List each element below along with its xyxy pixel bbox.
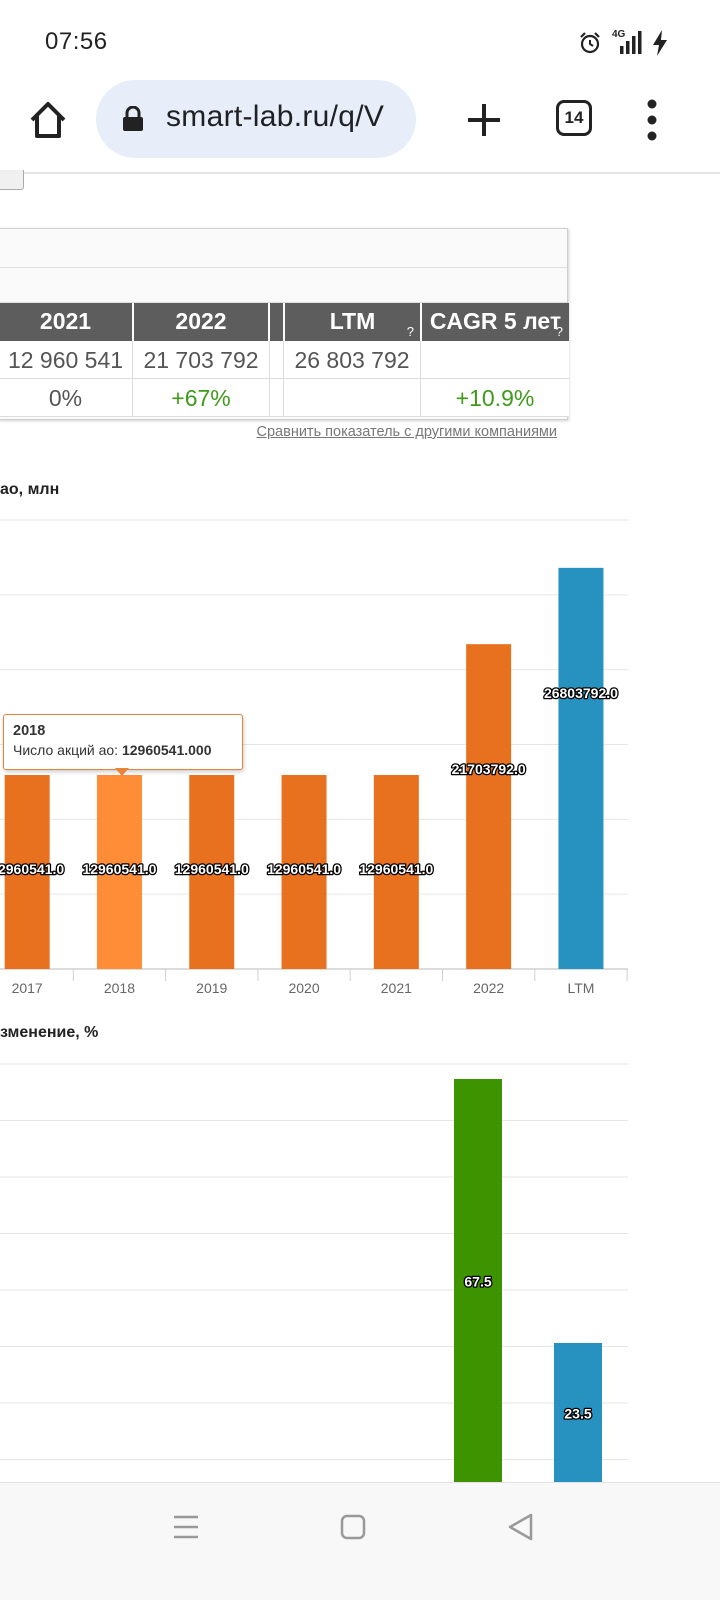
header-2021: 2021: [0, 303, 132, 341]
bar-2018[interactable]: [96, 775, 142, 969]
header-cagr: CAGR 5 лет?: [422, 303, 569, 341]
cell-change-2022: +67%: [133, 379, 270, 417]
cell-change-2021: 0%: [0, 379, 133, 417]
bar-2022[interactable]: [454, 1079, 502, 1484]
status-icons: 4G: [578, 29, 668, 56]
tooltip-body: Число акций ао: 12960541.000: [13, 742, 233, 758]
alarm-icon: [580, 32, 600, 54]
cell-value-2022: 21 703 792: [133, 341, 270, 379]
bar-2020[interactable]: [281, 775, 327, 969]
header-ltm: LTM?: [285, 303, 420, 341]
signal-icon: 4G: [612, 29, 642, 55]
overflow-menu-icon[interactable]: [644, 96, 660, 144]
data-label: 26803792.0: [544, 685, 618, 701]
x-tick-label: 2020: [288, 980, 319, 996]
charging-icon: [653, 30, 667, 56]
tooltip-value: 12960541.000: [121, 742, 212, 758]
tooltip-pointer: [115, 768, 129, 776]
chart1-title: ао, млн: [0, 481, 60, 498]
data-label: 67.5: [464, 1274, 491, 1290]
home-icon[interactable]: [26, 98, 70, 142]
x-tick-label: 2017: [12, 980, 43, 996]
bar-2019[interactable]: [189, 775, 235, 969]
tooltip-year: 2018: [13, 723, 46, 739]
help-mark[interactable]: ?: [406, 324, 414, 339]
cell-value-spacer: [270, 341, 284, 379]
cell-value-2021: 12 960 541: [0, 341, 133, 379]
header-spacer: [270, 303, 283, 341]
data-label: 12960541.0: [0, 861, 64, 877]
x-tick-label: 2019: [196, 980, 227, 996]
data-label: 12960541.0: [82, 861, 156, 877]
address-bar[interactable]: smart-lab.ru/q/V: [96, 80, 416, 158]
cell-value-cagr: [421, 341, 569, 379]
cell-change-spacer: [270, 379, 284, 417]
change-chart: 67.5 23.5: [0, 1063, 628, 1484]
back-nav-icon[interactable]: [506, 1512, 534, 1542]
status-time: 07:56: [45, 28, 108, 55]
bar-2022[interactable]: [466, 644, 512, 969]
chart-tooltip: 2018 Число акций ао: 12960541.000: [3, 714, 243, 770]
x-tick-label: 2022: [473, 980, 504, 996]
tabs-count-button[interactable]: 14: [556, 100, 592, 136]
chart2-title: зменение, %: [0, 1024, 99, 1041]
data-label: 23.5: [564, 1406, 591, 1422]
status-bar: 07:56 4G: [0, 0, 720, 84]
x-tick-label: LTM: [567, 980, 594, 996]
data-label: 21703792.0: [452, 761, 526, 777]
help-mark[interactable]: ?: [555, 324, 563, 339]
recent-apps-icon[interactable]: [172, 1514, 200, 1540]
header-2022: 2022: [134, 303, 268, 341]
table-empty-row: [0, 268, 567, 303]
url-text: smart-lab.ru/q/V: [166, 100, 385, 133]
data-label: 12960541.0: [359, 861, 433, 877]
network-type-label: 4G: [612, 29, 626, 40]
browser-toolbar: smart-lab.ru/q/V 14: [0, 78, 720, 174]
system-nav-bar: [0, 1482, 720, 1600]
table-empty-row: [0, 229, 567, 268]
compare-companies-link[interactable]: Сравнить показатель с другими компаниями: [256, 424, 557, 440]
new-tab-icon[interactable]: [462, 98, 506, 142]
data-label: 12960541.0: [267, 861, 341, 877]
bar-LTM[interactable]: [554, 1343, 602, 1484]
cell-change-ltm: [284, 379, 421, 417]
lock-icon: [123, 106, 143, 131]
shares-chart: 2017 12960541.0 2018 12960541.0 2019 12960541…: [0, 519, 628, 996]
bar-LTM[interactable]: [558, 567, 604, 969]
cell-value-ltm: 26 803 792: [284, 341, 421, 379]
x-tick-label: 2021: [381, 980, 412, 996]
bar-2017[interactable]: [4, 775, 50, 969]
x-tick-label: 2018: [104, 980, 135, 996]
bar-2021[interactable]: [373, 775, 419, 969]
home-nav-icon[interactable]: [340, 1514, 366, 1540]
tooltip-label: Число акций ао:: [13, 742, 119, 758]
data-label: 12960541.0: [175, 861, 249, 877]
partial-button[interactable]: [0, 170, 24, 190]
indicator-table: 2021 2022 LTM? CAGR 5 лет? 12 960 541 21…: [0, 228, 569, 420]
cell-change-cagr: +10.9%: [421, 379, 569, 417]
